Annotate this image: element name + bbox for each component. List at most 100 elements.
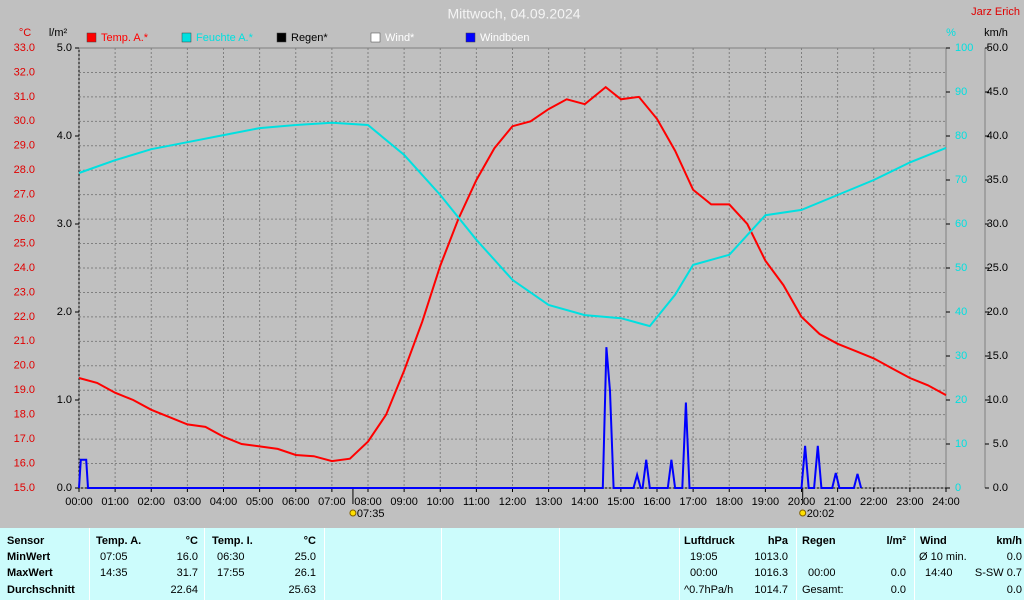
x-tick-label: 18:00	[715, 496, 743, 508]
x-tick-label: 12:00	[499, 496, 527, 508]
header: Temp. A.	[96, 535, 142, 547]
time: 19:05	[690, 551, 718, 563]
time: 00:00	[808, 567, 836, 579]
value: 1016.3	[754, 567, 788, 579]
legend-swatch	[181, 32, 192, 43]
annotation: 20:02	[807, 508, 835, 520]
sensor-column: Sensor MinWert MaxWert Durchschnitt	[0, 528, 90, 600]
x-tick-label: 09:00	[390, 496, 418, 508]
label: Ø 10 min.	[919, 551, 967, 563]
empty-column	[325, 528, 442, 600]
y-tick-label: 33.0	[14, 42, 35, 54]
legend-swatch	[465, 32, 476, 43]
y-tick-label: 19.0	[14, 384, 35, 396]
y2-tick-label: 50	[955, 262, 967, 274]
x-tick-label: 16:00	[643, 496, 671, 508]
value: 1013.0	[754, 551, 788, 563]
y-tick-label: 20.0	[14, 360, 35, 372]
x-tick-label: 03:00	[174, 496, 202, 508]
x-tick-label: 15:00	[607, 496, 635, 508]
x-tick-label: 06:00	[282, 496, 310, 508]
chart: Mittwoch, 04.09.2024 Jarz Erich °C l/m² …	[13, 5, 1020, 520]
value: 22.64	[170, 584, 198, 596]
y3-tick-label: 0.0	[993, 482, 1008, 494]
unit: km/h	[996, 535, 1022, 547]
value: 0.0	[890, 584, 906, 596]
y3-tick-label: 20.0	[987, 306, 1008, 318]
legend-label: Feuchte A.*	[196, 32, 254, 44]
value: 0.0	[1006, 551, 1022, 563]
series-line	[78, 347, 863, 489]
legend-swatch	[86, 32, 97, 43]
luftdruck-column: Luftdruck hPa 19:05 1013.0 00:00 1016.3 …	[680, 528, 797, 600]
legend-swatch	[370, 32, 381, 43]
value: 25.0	[294, 551, 316, 563]
y-tick-label: 31.0	[14, 91, 35, 103]
value: 16.0	[176, 551, 198, 563]
value: 25.63	[288, 584, 316, 596]
legend-label: Temp. A.*	[101, 32, 149, 44]
y2-tick-label: 60	[955, 218, 967, 230]
unit: °C	[185, 535, 198, 547]
x-tick-label: 23:00	[896, 496, 924, 508]
legend-label: Regen*	[291, 32, 328, 44]
unit: hPa	[767, 535, 788, 547]
author: Jarz Erich	[971, 6, 1020, 18]
unit: l/m²	[886, 535, 906, 547]
label: Gesamt:	[802, 584, 844, 596]
empty-column	[442, 528, 560, 600]
x-tick-label: 07:00	[318, 496, 346, 508]
x-tick-label: 17:00	[679, 496, 707, 508]
x-tick-label: 21:00	[824, 496, 852, 508]
value: 1014.7	[754, 584, 788, 596]
x-tick-label: 10:00	[426, 496, 454, 508]
y4-axis-label: l/m²	[49, 27, 68, 39]
y3-tick-label: 25.0	[987, 262, 1008, 274]
empty-column	[560, 528, 680, 600]
y-tick-label: 17.0	[14, 433, 35, 445]
y-tick-label: 16.0	[14, 457, 35, 469]
x-tick-label: 00:00	[65, 496, 93, 508]
y4-tick-label: 0.0	[57, 482, 72, 494]
x-tick-label: 01:00	[101, 496, 129, 508]
x-tick-label: 04:00	[210, 496, 238, 508]
y3-tick-label: 40.0	[987, 130, 1008, 142]
y2-tick-label: 70	[955, 174, 967, 186]
y2-axis-label: %	[946, 27, 956, 39]
stats-table: Sensor MinWert MaxWert Durchschnitt Temp…	[0, 528, 1024, 600]
time: 14:40	[925, 567, 953, 579]
row-label: Durchschnitt	[7, 584, 75, 596]
header: Regen	[802, 535, 836, 547]
x-tick-label: 11:00	[463, 496, 490, 508]
value: 31.7	[176, 567, 198, 579]
wind-column: Wind km/h Ø 10 min. 0.0 14:40 S-SW 0.7 0…	[915, 528, 1024, 600]
x-tick-label: 05:00	[246, 496, 274, 508]
x-tick-label: 08:00	[354, 496, 382, 508]
time: 14:35	[100, 567, 128, 579]
x-tick-label: 02:00	[137, 496, 165, 508]
y3-tick-label: 35.0	[987, 174, 1008, 186]
legend-label: Windböen	[480, 32, 530, 44]
x-tick-label: 19:00	[752, 496, 780, 508]
y-tick-label: 29.0	[14, 140, 35, 152]
header: Wind	[920, 535, 947, 547]
y2-tick-label: 100	[955, 42, 973, 54]
sun-icon	[349, 509, 357, 517]
y3-tick-label: 45.0	[987, 86, 1008, 98]
temp-i-column: Temp. I. °C 06:30 25.0 17:55 26.1 25.63	[205, 528, 325, 600]
y2-tick-label: 90	[955, 86, 967, 98]
y2-tick-label: 40	[955, 306, 967, 318]
y2-tick-label: 0	[955, 482, 961, 494]
annotation: 07:35	[357, 508, 385, 520]
y2-tick-label: 20	[955, 394, 967, 406]
y-tick-label: 26.0	[14, 213, 35, 225]
row-label: MinWert	[7, 551, 51, 563]
y-tick-label: 15.0	[14, 482, 35, 494]
x-tick-label: 22:00	[860, 496, 888, 508]
legend-label: Wind*	[385, 32, 415, 44]
time: 00:00	[690, 567, 718, 579]
chart-title: Mittwoch, 04.09.2024	[447, 6, 580, 22]
series-line	[78, 121, 947, 328]
trend: ^0.7hPa/h	[684, 584, 734, 596]
y-axis-label: °C	[19, 27, 31, 39]
